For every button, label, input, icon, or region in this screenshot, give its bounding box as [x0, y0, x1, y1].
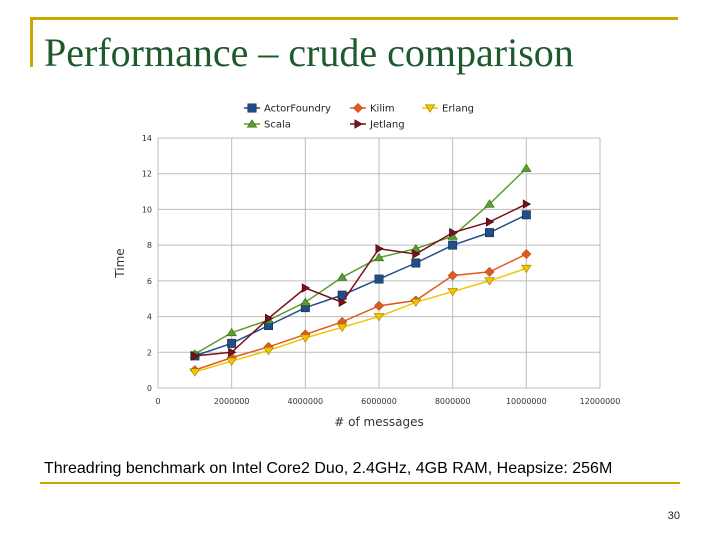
x-tick-label: 8000000	[435, 397, 471, 406]
y-tick-label: 8	[147, 241, 152, 250]
caption-underline	[40, 482, 680, 484]
x-tick-label: 2000000	[214, 397, 250, 406]
data-point-jetlang	[228, 347, 237, 358]
legend-label-erlang: Erlang	[442, 104, 474, 115]
legend-marker-actorfoundry	[247, 103, 257, 113]
data-point-actorfoundry	[485, 228, 494, 238]
data-point-jetlang	[522, 199, 532, 209]
data-point-scala	[300, 297, 311, 306]
data-point-kilim	[373, 300, 385, 311]
x-tick-label: 4000000	[288, 397, 324, 406]
data-point-erlang	[521, 264, 532, 274]
data-point-jetlang	[412, 249, 421, 259]
series-line-scala	[194, 167, 527, 355]
data-point-actorfoundry	[227, 338, 237, 348]
y-tick-label: 2	[147, 348, 152, 357]
series-line-kilim	[194, 253, 527, 371]
y-tick-label: 14	[142, 134, 152, 143]
data-point-scala	[336, 272, 348, 281]
page-number: 30	[667, 510, 680, 522]
data-point-actorfoundry	[521, 210, 531, 220]
data-point-jetlang	[449, 227, 458, 238]
data-point-scala	[484, 199, 495, 208]
data-point-kilim	[484, 266, 495, 277]
legend-marker-erlang	[424, 104, 436, 113]
x-tick-label: 12000000	[580, 397, 620, 406]
data-point-erlang	[373, 313, 385, 322]
legend-label-kilim: Kilim	[370, 104, 395, 115]
data-point-scala	[521, 163, 532, 172]
axis-layer: 0 2 4 6 8 10 12 14 0 2000000 4000000 6000000 8000000…	[113, 134, 620, 429]
legend-label-jetlang: Jetlang	[369, 120, 405, 131]
legend-label-actorfoundry: ActorFoundry	[264, 104, 331, 115]
y-tick-label: 0	[147, 384, 152, 393]
x-tick-label: 10000000	[506, 397, 547, 406]
line-chart: 0 2 4 6 8 10 12 14 0 2000000 4000000 6000000 8000000…	[113, 102, 620, 429]
x-tick-label: 0	[155, 397, 160, 406]
data-point-jetlang	[375, 243, 384, 254]
series-line-erlang	[194, 267, 527, 373]
legend-marker-scala	[246, 119, 258, 128]
data-point-erlang	[263, 347, 274, 356]
data-point-actorfoundry	[374, 274, 384, 284]
grid-layer	[157, 137, 601, 389]
chart-caption: Threadring benchmark on Intel Core2 Duo,…	[44, 460, 613, 477]
series-layer	[189, 163, 532, 377]
data-point-actorfoundry	[448, 240, 458, 250]
data-point-kilim	[521, 249, 532, 260]
title-accent-left	[30, 17, 33, 67]
y-tick-label: 4	[147, 313, 152, 322]
data-point-actorfoundry	[411, 258, 421, 268]
x-tick-label: 6000000	[361, 397, 397, 406]
data-point-jetlang	[191, 351, 200, 361]
legend-marker-jetlang	[354, 119, 363, 129]
y-tick-label: 12	[142, 170, 152, 179]
y-axis-title: Time	[113, 248, 127, 278]
legend-label-scala: Scala	[264, 120, 291, 131]
x-axis-title: # of messages	[334, 415, 423, 429]
legend-marker-kilim	[352, 102, 364, 114]
data-point-jetlang	[338, 297, 347, 308]
legend: ActorFoundry Kilim Erlang Scala Jetlang	[244, 102, 474, 131]
data-point-scala	[226, 327, 237, 337]
data-point-erlang	[226, 357, 237, 366]
data-point-erlang	[189, 368, 201, 377]
chart-container: 0 2 4 6 8 10 12 14 0 2000000 4000000 6000000 8000000…	[100, 96, 620, 436]
data-point-scala	[373, 252, 385, 262]
title-accent-top	[30, 17, 678, 20]
data-point-erlang	[447, 288, 458, 297]
data-point-jetlang	[265, 313, 274, 324]
slide-title: Performance – crude comparison	[44, 30, 574, 75]
data-point-jetlang	[301, 283, 311, 293]
data-point-erlang	[300, 334, 311, 343]
data-point-jetlang	[485, 217, 495, 227]
data-point-erlang	[410, 298, 422, 308]
y-tick-label: 10	[142, 205, 152, 214]
data-point-kilim	[447, 270, 458, 281]
y-tick-label: 6	[147, 277, 152, 286]
series-line-jetlang	[194, 203, 527, 357]
data-point-erlang	[336, 323, 348, 333]
data-point-erlang	[484, 277, 495, 286]
